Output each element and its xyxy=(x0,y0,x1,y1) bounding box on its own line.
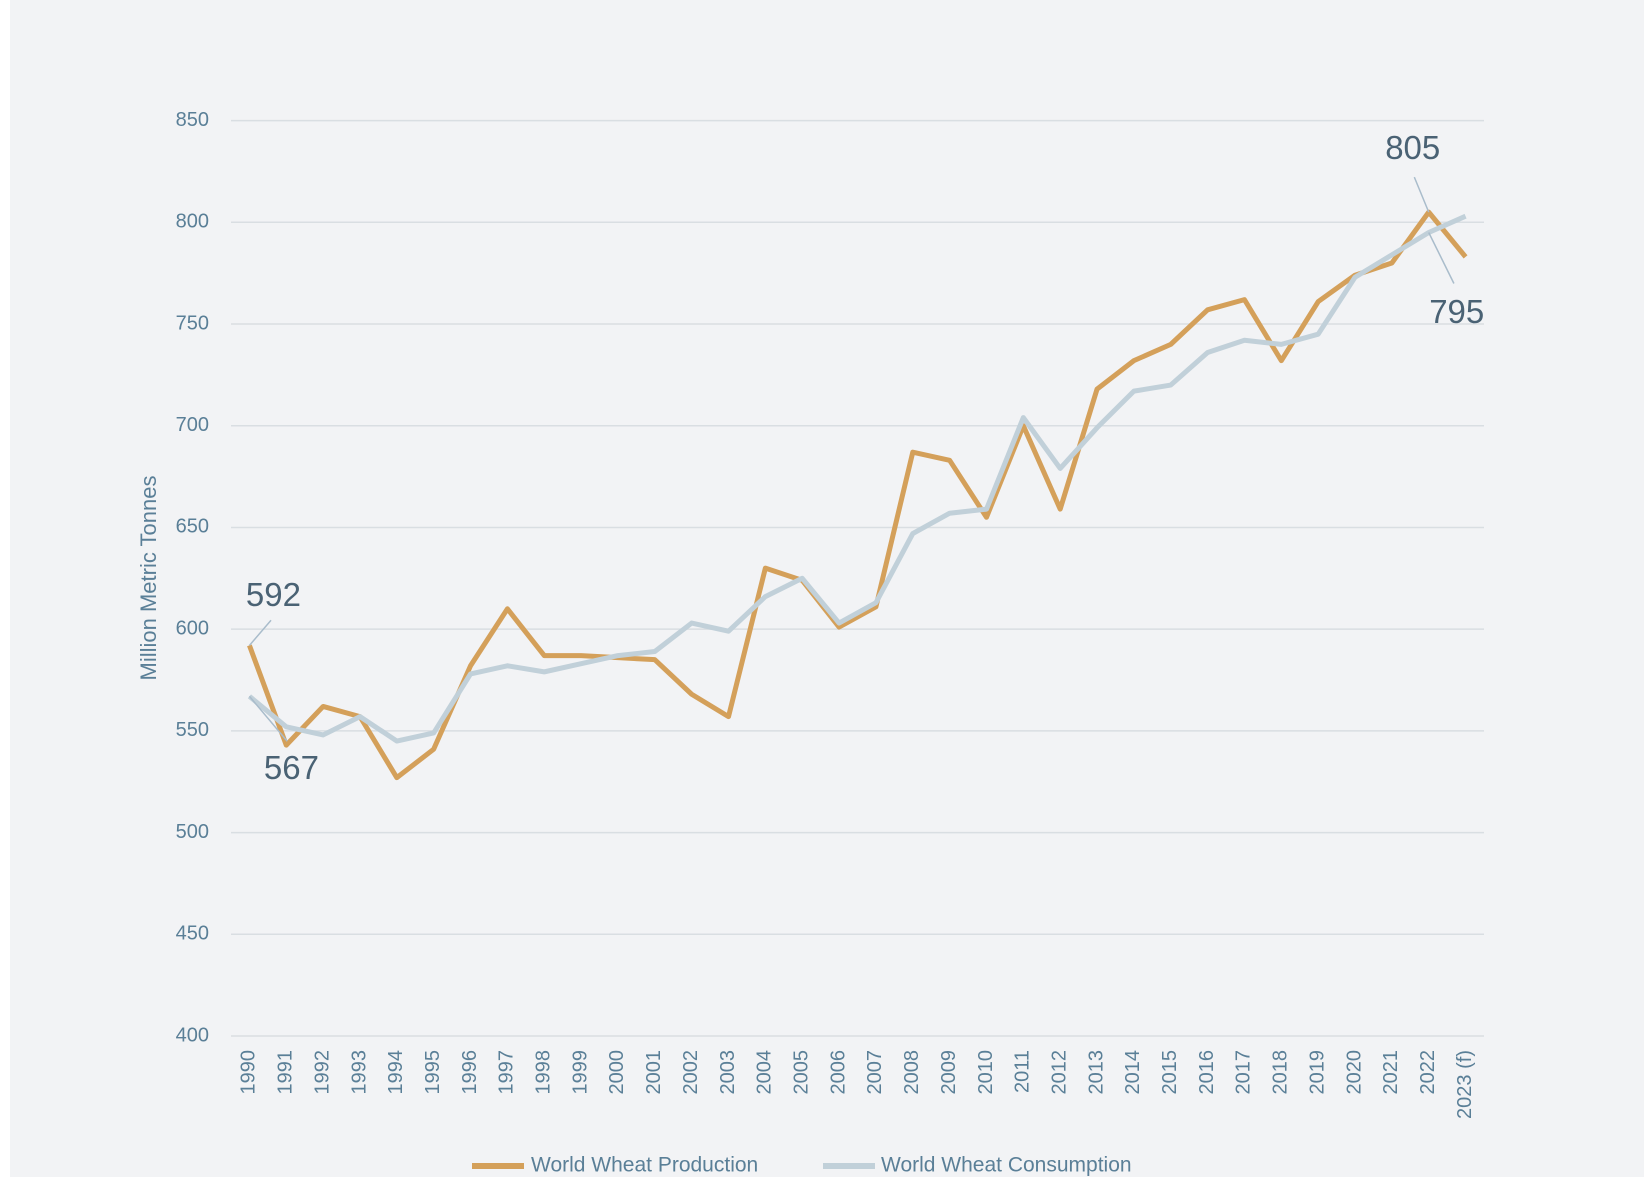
y-axis-label: Million Metric Tonnes xyxy=(136,475,161,680)
x-tick-label: 2019 xyxy=(1306,1050,1328,1095)
x-tick-label: 1998 xyxy=(533,1050,555,1095)
x-tick-label: 1996 xyxy=(459,1050,481,1095)
data-label: 592 xyxy=(246,576,301,613)
y-tick-label: 500 xyxy=(176,821,209,843)
y-tick-label: 600 xyxy=(176,617,209,639)
x-tick-label: 2005 xyxy=(791,1050,813,1095)
x-tick-label: 1990 xyxy=(238,1050,260,1095)
x-tick-label: 2008 xyxy=(901,1050,923,1095)
legend-label: World Wheat Production xyxy=(531,1154,758,1177)
background xyxy=(10,0,1644,1177)
x-tick-label: 2017 xyxy=(1233,1050,1255,1095)
x-tick-label: 2022 xyxy=(1417,1050,1439,1095)
y-tick-label: 550 xyxy=(176,719,209,741)
y-tick-label: 400 xyxy=(176,1024,209,1046)
data-line xyxy=(247,213,1467,744)
x-tick-label: 1992 xyxy=(311,1050,333,1095)
y-tick-label: 800 xyxy=(176,211,209,233)
x-tick-label: 2003 xyxy=(717,1050,739,1095)
x-tick-label: 2000 xyxy=(606,1050,628,1095)
x-tick-label: 2011 xyxy=(1012,1050,1034,1093)
y-tick-label: 650 xyxy=(176,516,209,538)
x-tick-label: 2018 xyxy=(1270,1050,1292,1095)
x-tick-label: 2010 xyxy=(975,1050,997,1095)
x-tick-label: 2006 xyxy=(827,1050,849,1095)
x-tick-label: 2020 xyxy=(1343,1050,1365,1095)
leader-line xyxy=(248,619,272,646)
data-label: 805 xyxy=(1385,129,1440,166)
leader-line xyxy=(1413,176,1430,213)
x-tick-label: 1994 xyxy=(385,1050,407,1095)
leader-line xyxy=(1428,232,1455,284)
x-tick-label: 2012 xyxy=(1048,1050,1070,1095)
x-tick-label: 1997 xyxy=(496,1050,518,1095)
y-tick-label: 700 xyxy=(176,414,209,436)
x-tick-label: 2002 xyxy=(680,1050,702,1095)
x-tick-label: 1993 xyxy=(348,1050,370,1095)
data-label: 567 xyxy=(264,749,319,786)
data-label: 795 xyxy=(1429,293,1484,330)
x-tick-label: 2001 xyxy=(643,1050,665,1095)
x-tick-label: 1995 xyxy=(422,1050,444,1095)
x-tick-label: 2007 xyxy=(864,1050,886,1095)
x-tick-label: 2015 xyxy=(1159,1050,1181,1095)
y-tick-label: 850 xyxy=(176,109,209,131)
x-tick-label: 2009 xyxy=(938,1050,960,1095)
x-tick-label: 2013 xyxy=(1085,1050,1107,1095)
x-tick-label: 2021 xyxy=(1380,1050,1402,1095)
x-tick-label: 2014 xyxy=(1122,1050,1144,1095)
x-tick-label: 2016 xyxy=(1196,1050,1218,1095)
y-tick-label: 750 xyxy=(176,312,209,334)
y-tick-label: 450 xyxy=(176,923,209,945)
x-tick-label: 1991 xyxy=(275,1050,297,1095)
legend-label: World Wheat Consumption xyxy=(881,1154,1132,1177)
x-tick-label: 2023 (f) xyxy=(1454,1050,1476,1119)
x-tick-label: 2004 xyxy=(754,1050,776,1095)
leader-line xyxy=(248,695,288,742)
x-tick-label: 1999 xyxy=(569,1050,591,1095)
